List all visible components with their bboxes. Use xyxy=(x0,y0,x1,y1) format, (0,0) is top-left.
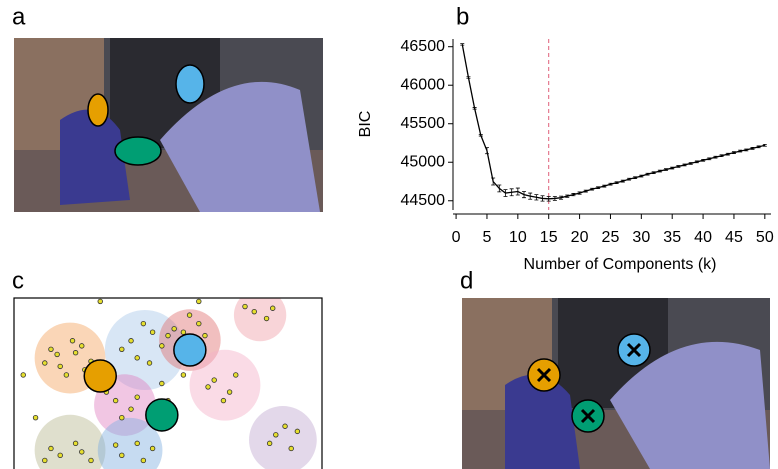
point xyxy=(21,373,26,378)
point xyxy=(187,313,192,318)
point xyxy=(267,441,272,446)
point xyxy=(129,407,134,412)
x-tick-label: 40 xyxy=(694,229,712,246)
point xyxy=(206,385,211,390)
x-tick-label: 35 xyxy=(663,229,681,246)
point xyxy=(120,347,125,352)
cluster xyxy=(234,289,286,341)
point xyxy=(181,373,186,378)
point xyxy=(135,441,140,446)
point xyxy=(64,373,69,378)
point xyxy=(252,309,257,314)
point xyxy=(89,458,94,463)
point xyxy=(270,306,275,311)
y-tick-label: 46000 xyxy=(401,76,446,93)
point xyxy=(243,304,248,309)
point xyxy=(141,321,146,326)
bic-line xyxy=(462,44,765,198)
point xyxy=(233,373,238,378)
x-tick-label: 45 xyxy=(725,229,743,246)
point xyxy=(113,398,118,403)
y-axis-label: BIC xyxy=(357,111,374,138)
y-tick-label: 44500 xyxy=(401,192,446,209)
point xyxy=(49,446,54,451)
point xyxy=(274,433,279,438)
component xyxy=(174,334,206,366)
point xyxy=(227,390,232,395)
page: {"panel_labels": ["a", "b", "c", "d"], "… xyxy=(0,0,778,469)
error-bar xyxy=(460,44,464,46)
bic-chart: Number of Components (k) BIC 44500 45000 4… xyxy=(357,38,774,273)
point xyxy=(264,316,269,321)
x-tick-label: 10 xyxy=(509,229,527,246)
x-tick-label: 30 xyxy=(632,229,650,246)
panel-label: d xyxy=(460,267,473,294)
figure: a b c d Number of Components (k) BIC 445… xyxy=(0,0,778,469)
point xyxy=(73,441,78,446)
point xyxy=(289,446,294,451)
marker xyxy=(618,334,650,366)
point xyxy=(70,338,75,343)
point xyxy=(212,378,217,383)
point xyxy=(120,415,125,420)
point xyxy=(49,347,54,352)
point xyxy=(135,356,140,361)
point xyxy=(150,330,155,335)
point xyxy=(98,299,103,304)
point xyxy=(181,330,186,335)
point xyxy=(166,333,171,338)
marker xyxy=(528,359,560,391)
panel-label: c xyxy=(12,267,24,294)
point xyxy=(203,333,208,338)
x-tick-label: 20 xyxy=(571,229,589,246)
point xyxy=(113,443,118,448)
x-axis-label: Number of Components (k) xyxy=(524,256,717,273)
y-tick-label: 45000 xyxy=(401,153,446,170)
error-bar xyxy=(466,77,470,79)
point xyxy=(55,352,60,357)
point xyxy=(73,350,78,355)
photo-a xyxy=(14,38,323,212)
point xyxy=(58,453,63,458)
y-tick-label: 46500 xyxy=(401,38,446,55)
point xyxy=(43,458,48,463)
point xyxy=(58,364,63,369)
marker xyxy=(572,400,604,432)
plot-area xyxy=(21,289,317,469)
point xyxy=(79,344,84,349)
x-tick-label: 25 xyxy=(602,229,620,246)
panel-label: a xyxy=(12,3,26,30)
point xyxy=(283,424,288,429)
y-tick-label: 45500 xyxy=(401,115,446,132)
point xyxy=(135,395,140,400)
point xyxy=(160,381,165,386)
component xyxy=(146,399,178,431)
error-bar xyxy=(479,135,483,137)
x-tick-label: 0 xyxy=(452,229,461,246)
point xyxy=(141,458,146,463)
point xyxy=(150,446,155,451)
x-tick-label: 50 xyxy=(756,229,774,246)
point xyxy=(120,453,125,458)
point xyxy=(33,415,38,420)
panel-label: b xyxy=(456,3,469,30)
x-tick-label: 15 xyxy=(540,229,558,246)
point xyxy=(129,338,134,343)
photo-d xyxy=(462,298,770,469)
point xyxy=(295,429,300,434)
point xyxy=(197,321,202,326)
point xyxy=(160,344,165,349)
cluster xyxy=(249,406,317,469)
point xyxy=(79,450,84,455)
point xyxy=(197,299,202,304)
scatter-chart xyxy=(14,289,322,469)
point xyxy=(172,326,177,331)
component xyxy=(84,360,116,392)
point xyxy=(43,361,48,366)
point xyxy=(147,361,152,366)
x-tick-label: 5 xyxy=(483,229,492,246)
point xyxy=(221,398,226,403)
error-bar xyxy=(473,108,477,110)
